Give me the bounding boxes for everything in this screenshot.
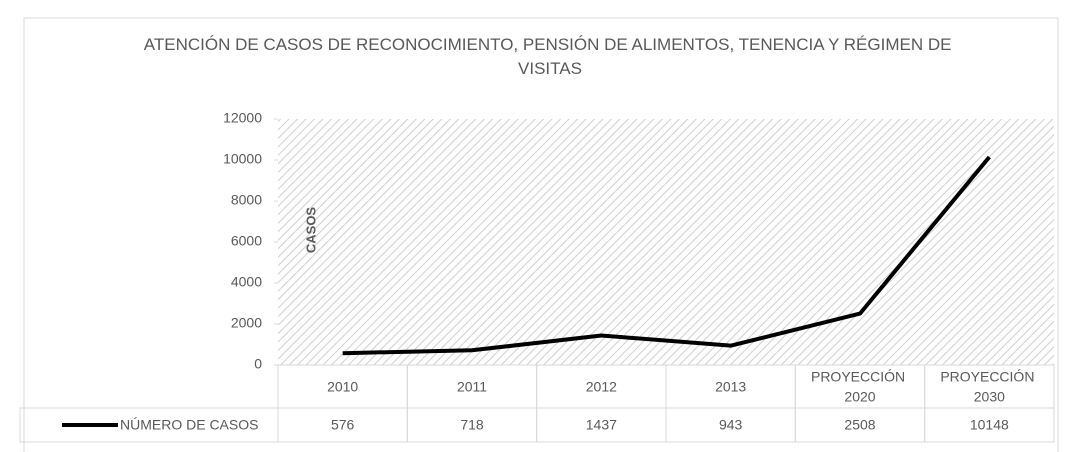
x-tick-label: 2012 xyxy=(586,378,617,394)
table-value: 2508 xyxy=(844,417,875,433)
x-tick-label: 2010 xyxy=(327,378,358,394)
chart-title: ATENCIÓN DE CASOS DE RECONOCIMIENTO, PEN… xyxy=(144,35,956,78)
line xyxy=(342,155,991,356)
table-value: 1437 xyxy=(586,417,617,433)
y-tick-label: 6000 xyxy=(231,233,262,249)
y-tick-label: 10000 xyxy=(223,151,262,167)
x-tick-label: 2013 xyxy=(715,378,746,394)
y-tick-label: 8000 xyxy=(231,192,262,208)
y-tick-label: 0 xyxy=(254,356,262,372)
y-tick-label: 12000 xyxy=(223,110,262,126)
legend-label: NÚMERO DE CASOS xyxy=(120,417,258,433)
plot-area xyxy=(278,119,1054,365)
table-value-cell xyxy=(924,407,1055,443)
table-value: 718 xyxy=(460,417,484,433)
x-tick-label: PROYECCIÓN 2020 xyxy=(811,368,909,404)
y-axis-label: CASOS xyxy=(303,207,318,254)
table-value: 576 xyxy=(331,417,355,433)
table-value: 943 xyxy=(719,417,743,433)
x-tick-label: 2011 xyxy=(457,378,487,394)
y-tick-label: 4000 xyxy=(231,274,262,290)
y-tick-label: 2000 xyxy=(231,315,262,331)
table-value: 10148 xyxy=(970,417,1009,433)
x-tick-label: PROYECCIÓN 2030 xyxy=(940,368,1038,404)
